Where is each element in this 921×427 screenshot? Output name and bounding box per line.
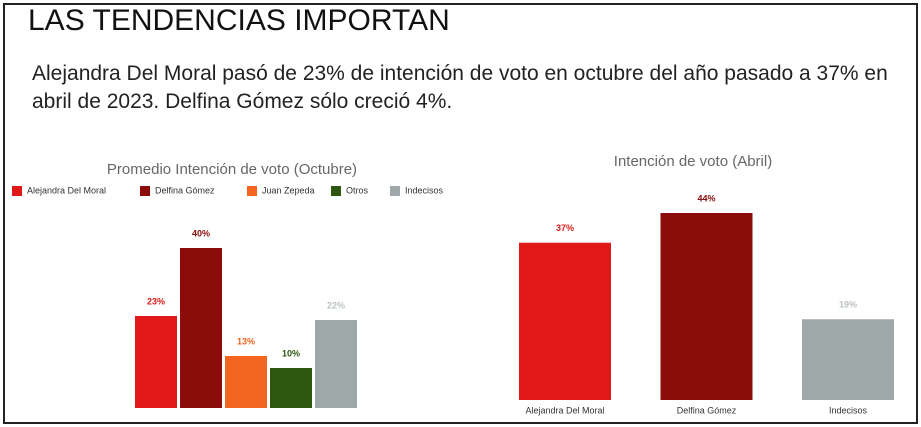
legend-swatch [390, 186, 400, 196]
legend-swatch [12, 186, 22, 196]
bar [315, 320, 357, 408]
bar [135, 316, 177, 408]
value-label: 23% [147, 296, 165, 306]
legend-swatch [331, 186, 341, 196]
bar [225, 356, 267, 408]
legend-swatch [140, 186, 150, 196]
bar [519, 242, 611, 400]
value-label: 13% [237, 336, 255, 346]
bar [270, 368, 312, 408]
bar [802, 319, 894, 400]
x-tick-label: Delfina Gómez [677, 405, 737, 415]
value-label: 40% [192, 228, 210, 238]
chart-title: Intención de voto (Abril) [614, 153, 772, 170]
frame [3, 3, 918, 424]
legend-label: Delfina Gómez [155, 185, 215, 195]
legend-label: Otros [346, 185, 369, 195]
bar [180, 248, 222, 408]
value-label: 10% [282, 348, 300, 358]
legend-label: Indecisos [405, 185, 444, 195]
value-label: 37% [556, 223, 574, 233]
x-tick-label: Alejandra Del Moral [525, 405, 604, 415]
x-tick-label: Indecisos [829, 405, 868, 415]
legend-label: Juan Zepeda [262, 185, 315, 195]
slide-subtitle: Alejandra Del Moral pasó de 23% de inten… [32, 62, 888, 113]
value-label: 19% [839, 300, 857, 310]
value-label: 22% [327, 300, 345, 310]
value-label: 44% [697, 193, 715, 203]
slide-title: LAS TENDENCIAS IMPORTAN [28, 4, 450, 37]
bar [660, 213, 753, 400]
legend-swatch [247, 186, 257, 196]
legend-label: Alejandra Del Moral [27, 185, 106, 195]
chart-title: Promedio Intención de voto (Octubre) [107, 161, 357, 178]
